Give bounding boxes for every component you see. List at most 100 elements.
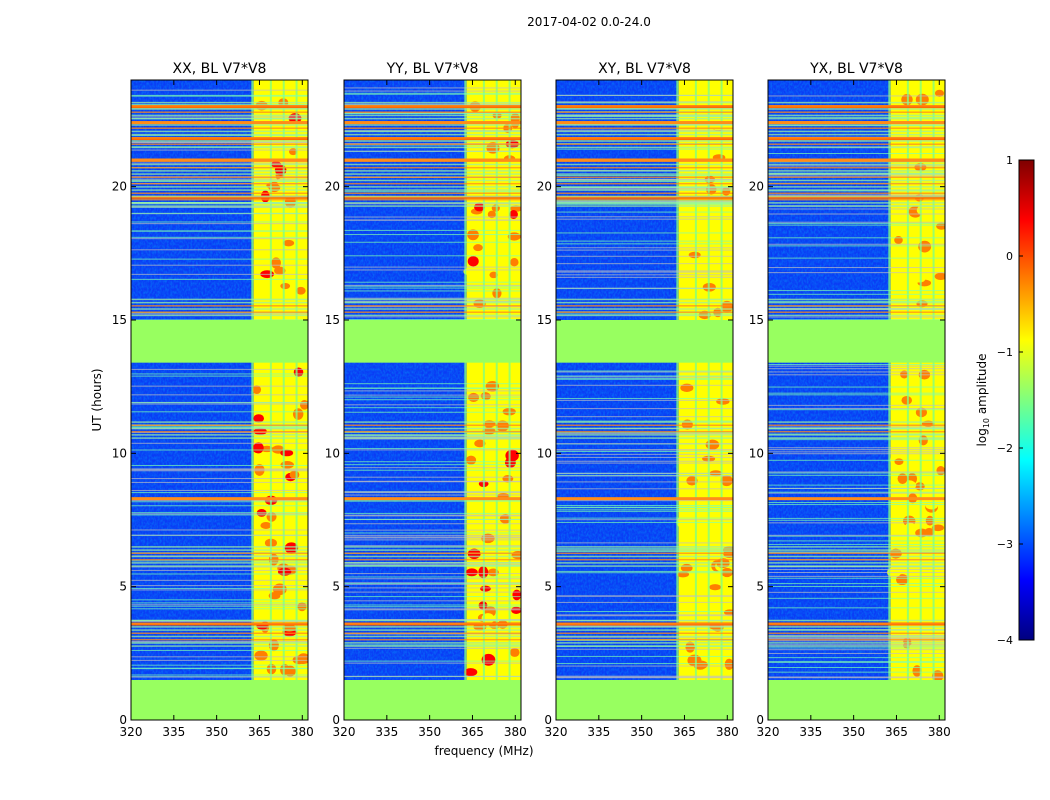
rfi-stripe (556, 287, 733, 289)
rfi-stripe (131, 512, 308, 514)
rfi-stripe-dense (556, 108, 733, 110)
rfi-stripe-dense (556, 176, 733, 179)
rfi-blob (480, 585, 491, 592)
rfi-blob (723, 609, 733, 616)
rfi-stripe (556, 506, 733, 508)
rfi-stripe-dense (131, 632, 308, 635)
rfi-blob (894, 458, 904, 466)
rfi-stripe-dense (556, 632, 733, 635)
rfi-stripe (556, 101, 733, 103)
rfi-stripe-dense (344, 424, 521, 427)
y-tick-label: 15 (325, 313, 340, 327)
rfi-stripe (556, 375, 733, 377)
rfi-stripe (131, 664, 308, 666)
rfi-stripe (344, 316, 521, 318)
rfi-stripe (344, 387, 521, 389)
rfi-blob (274, 266, 286, 275)
panel-frame (130, 79, 309, 721)
rfi-stripe (768, 652, 945, 654)
rfi-stripe-dense (344, 133, 521, 136)
rfi-blob (252, 385, 262, 394)
rfi-stripe (131, 426, 308, 428)
rfi-stripe-dense (344, 645, 521, 647)
rfi-blob (271, 257, 281, 269)
y-tick-label: 5 (332, 580, 340, 594)
rfi-stripe-dense (556, 163, 733, 166)
rfi-stripe-dense (556, 549, 733, 551)
panel-frame (343, 79, 522, 721)
rfi-stripe-dense (344, 549, 521, 551)
rfi-stripe (768, 290, 945, 292)
rfi-stripe (556, 274, 733, 276)
rfi-stripe-dense (768, 163, 945, 166)
rfi-stripe (344, 300, 521, 302)
rfi-stripe-dense (768, 437, 945, 439)
rfi-stripe-dense (768, 427, 945, 430)
rfi-stripe (131, 589, 308, 591)
rfi-stripe (131, 505, 308, 507)
rfi-stripe-dense (556, 565, 733, 567)
rfi-stripe-dense (768, 301, 945, 304)
rfi-stripe (131, 278, 308, 280)
rfi-stripe (556, 378, 733, 380)
rfi-stripe (344, 390, 521, 392)
rfi-stripe (556, 271, 733, 273)
rfi-stripe-dense (768, 195, 945, 198)
rfi-stripe (768, 116, 945, 118)
rfi-stripe (131, 608, 308, 610)
x-tick-label: 320 (757, 725, 780, 739)
rfi-blob (936, 222, 945, 230)
rfi-stripe (131, 95, 308, 97)
rfi-blob (936, 465, 945, 476)
y-tick-label: 5 (119, 580, 127, 594)
rfi-stripe (344, 461, 521, 463)
rfi-stripe (768, 551, 945, 553)
rfi-stripe (344, 537, 521, 539)
rfi-stripe-dense (344, 565, 521, 567)
rfi-stripe (131, 560, 308, 562)
rfi-stripe-dense (344, 101, 521, 104)
rfi-stripe-dense (131, 619, 308, 622)
rfi-stripe-dense (131, 198, 308, 201)
rfi-stripe (768, 640, 945, 642)
rfi-blob (510, 257, 519, 267)
rfi-stripe (556, 370, 733, 372)
rfi-stripe (768, 504, 945, 506)
y-tick-label: 0 (119, 713, 127, 727)
rfi-stripe (131, 375, 308, 377)
x-tick-label: 335 (375, 725, 398, 739)
rfi-stripe (768, 316, 945, 318)
rfi-stripe-dense (131, 114, 308, 117)
y-tick-label: 5 (544, 580, 552, 594)
rfi-stripe (131, 566, 308, 568)
channel-gap (282, 80, 285, 720)
rfi-stripe-dense (768, 140, 945, 142)
x-tick-label: 350 (418, 725, 441, 739)
rfi-stripe-dense (556, 198, 733, 201)
rfi-stripe-dense (768, 121, 945, 123)
rfi-blob (697, 485, 710, 494)
rfi-stripe (556, 595, 733, 597)
rfi-line (556, 497, 733, 501)
flagged-region (768, 320, 945, 363)
rfi-stripe-dense (556, 121, 733, 123)
rfi-stripe-dense (768, 130, 945, 133)
rfi-stripe (131, 206, 308, 208)
rfi-stripe (344, 500, 521, 502)
rfi-stripe (556, 472, 733, 474)
rfi-blob (465, 455, 477, 465)
rfi-stripe (768, 95, 945, 97)
rfi-stripe (768, 571, 945, 573)
rfi-blob (296, 286, 306, 295)
rfi-stripe (344, 515, 521, 517)
rfi-stripe (131, 94, 308, 96)
rfi-stripe (344, 287, 521, 289)
rfi-line (556, 105, 733, 109)
rfi-stripe (344, 297, 521, 299)
rfi-stripe (768, 491, 945, 493)
rfi-stripe (556, 481, 733, 483)
rfi-stripe (131, 426, 308, 428)
rfi-stripe-dense (768, 305, 945, 307)
rfi-stripe-dense (556, 622, 733, 625)
